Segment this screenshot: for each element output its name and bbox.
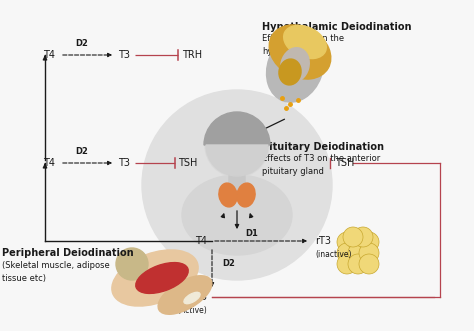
Ellipse shape	[266, 34, 323, 102]
Text: TSH: TSH	[178, 158, 197, 168]
Text: Pituitary Deiodination: Pituitary Deiodination	[262, 142, 384, 152]
Circle shape	[348, 232, 368, 252]
Text: T4: T4	[195, 236, 207, 246]
Circle shape	[337, 243, 357, 263]
Text: Effects of T3 on the anterior
pituitary gland: Effects of T3 on the anterior pituitary …	[262, 154, 380, 175]
Circle shape	[337, 254, 357, 274]
Text: D2: D2	[222, 259, 235, 267]
Circle shape	[142, 90, 332, 280]
Ellipse shape	[283, 25, 327, 59]
Ellipse shape	[279, 59, 301, 85]
Text: Peripheral Deiodination: Peripheral Deiodination	[2, 248, 134, 258]
Text: (Active): (Active)	[177, 306, 207, 314]
Ellipse shape	[237, 183, 255, 207]
Circle shape	[337, 232, 357, 252]
FancyBboxPatch shape	[229, 174, 245, 191]
Wedge shape	[204, 112, 270, 145]
Text: TRH: TRH	[182, 50, 202, 60]
Ellipse shape	[269, 25, 331, 79]
Text: T4: T4	[43, 158, 55, 168]
Text: (Skeletal muscle, adipose
tissue etc): (Skeletal muscle, adipose tissue etc)	[2, 261, 110, 282]
Text: T3: T3	[118, 158, 130, 168]
Text: D1: D1	[245, 228, 258, 238]
Circle shape	[116, 248, 148, 280]
Ellipse shape	[219, 183, 237, 207]
Text: T3: T3	[195, 292, 207, 302]
Circle shape	[348, 254, 368, 274]
Text: T3: T3	[118, 50, 130, 60]
Circle shape	[353, 227, 373, 247]
Circle shape	[359, 232, 379, 252]
Circle shape	[205, 113, 269, 177]
Circle shape	[348, 243, 368, 263]
Ellipse shape	[184, 292, 200, 304]
Text: TSH: TSH	[335, 158, 355, 168]
Text: rT3: rT3	[315, 236, 331, 246]
Text: (inactive): (inactive)	[315, 251, 352, 260]
Circle shape	[359, 254, 379, 274]
Text: Effects of T3 on the
hypothalamus: Effects of T3 on the hypothalamus	[262, 34, 344, 56]
Ellipse shape	[281, 48, 309, 82]
Ellipse shape	[112, 250, 198, 306]
Ellipse shape	[136, 262, 188, 293]
Text: D2: D2	[75, 38, 88, 48]
Ellipse shape	[182, 175, 292, 255]
Wedge shape	[206, 145, 268, 176]
Text: T4: T4	[43, 50, 55, 60]
Text: Hypothalamic Deiodination: Hypothalamic Deiodination	[262, 22, 411, 32]
Ellipse shape	[158, 276, 212, 314]
Text: D2: D2	[75, 147, 88, 156]
Circle shape	[343, 227, 363, 247]
Circle shape	[359, 243, 379, 263]
